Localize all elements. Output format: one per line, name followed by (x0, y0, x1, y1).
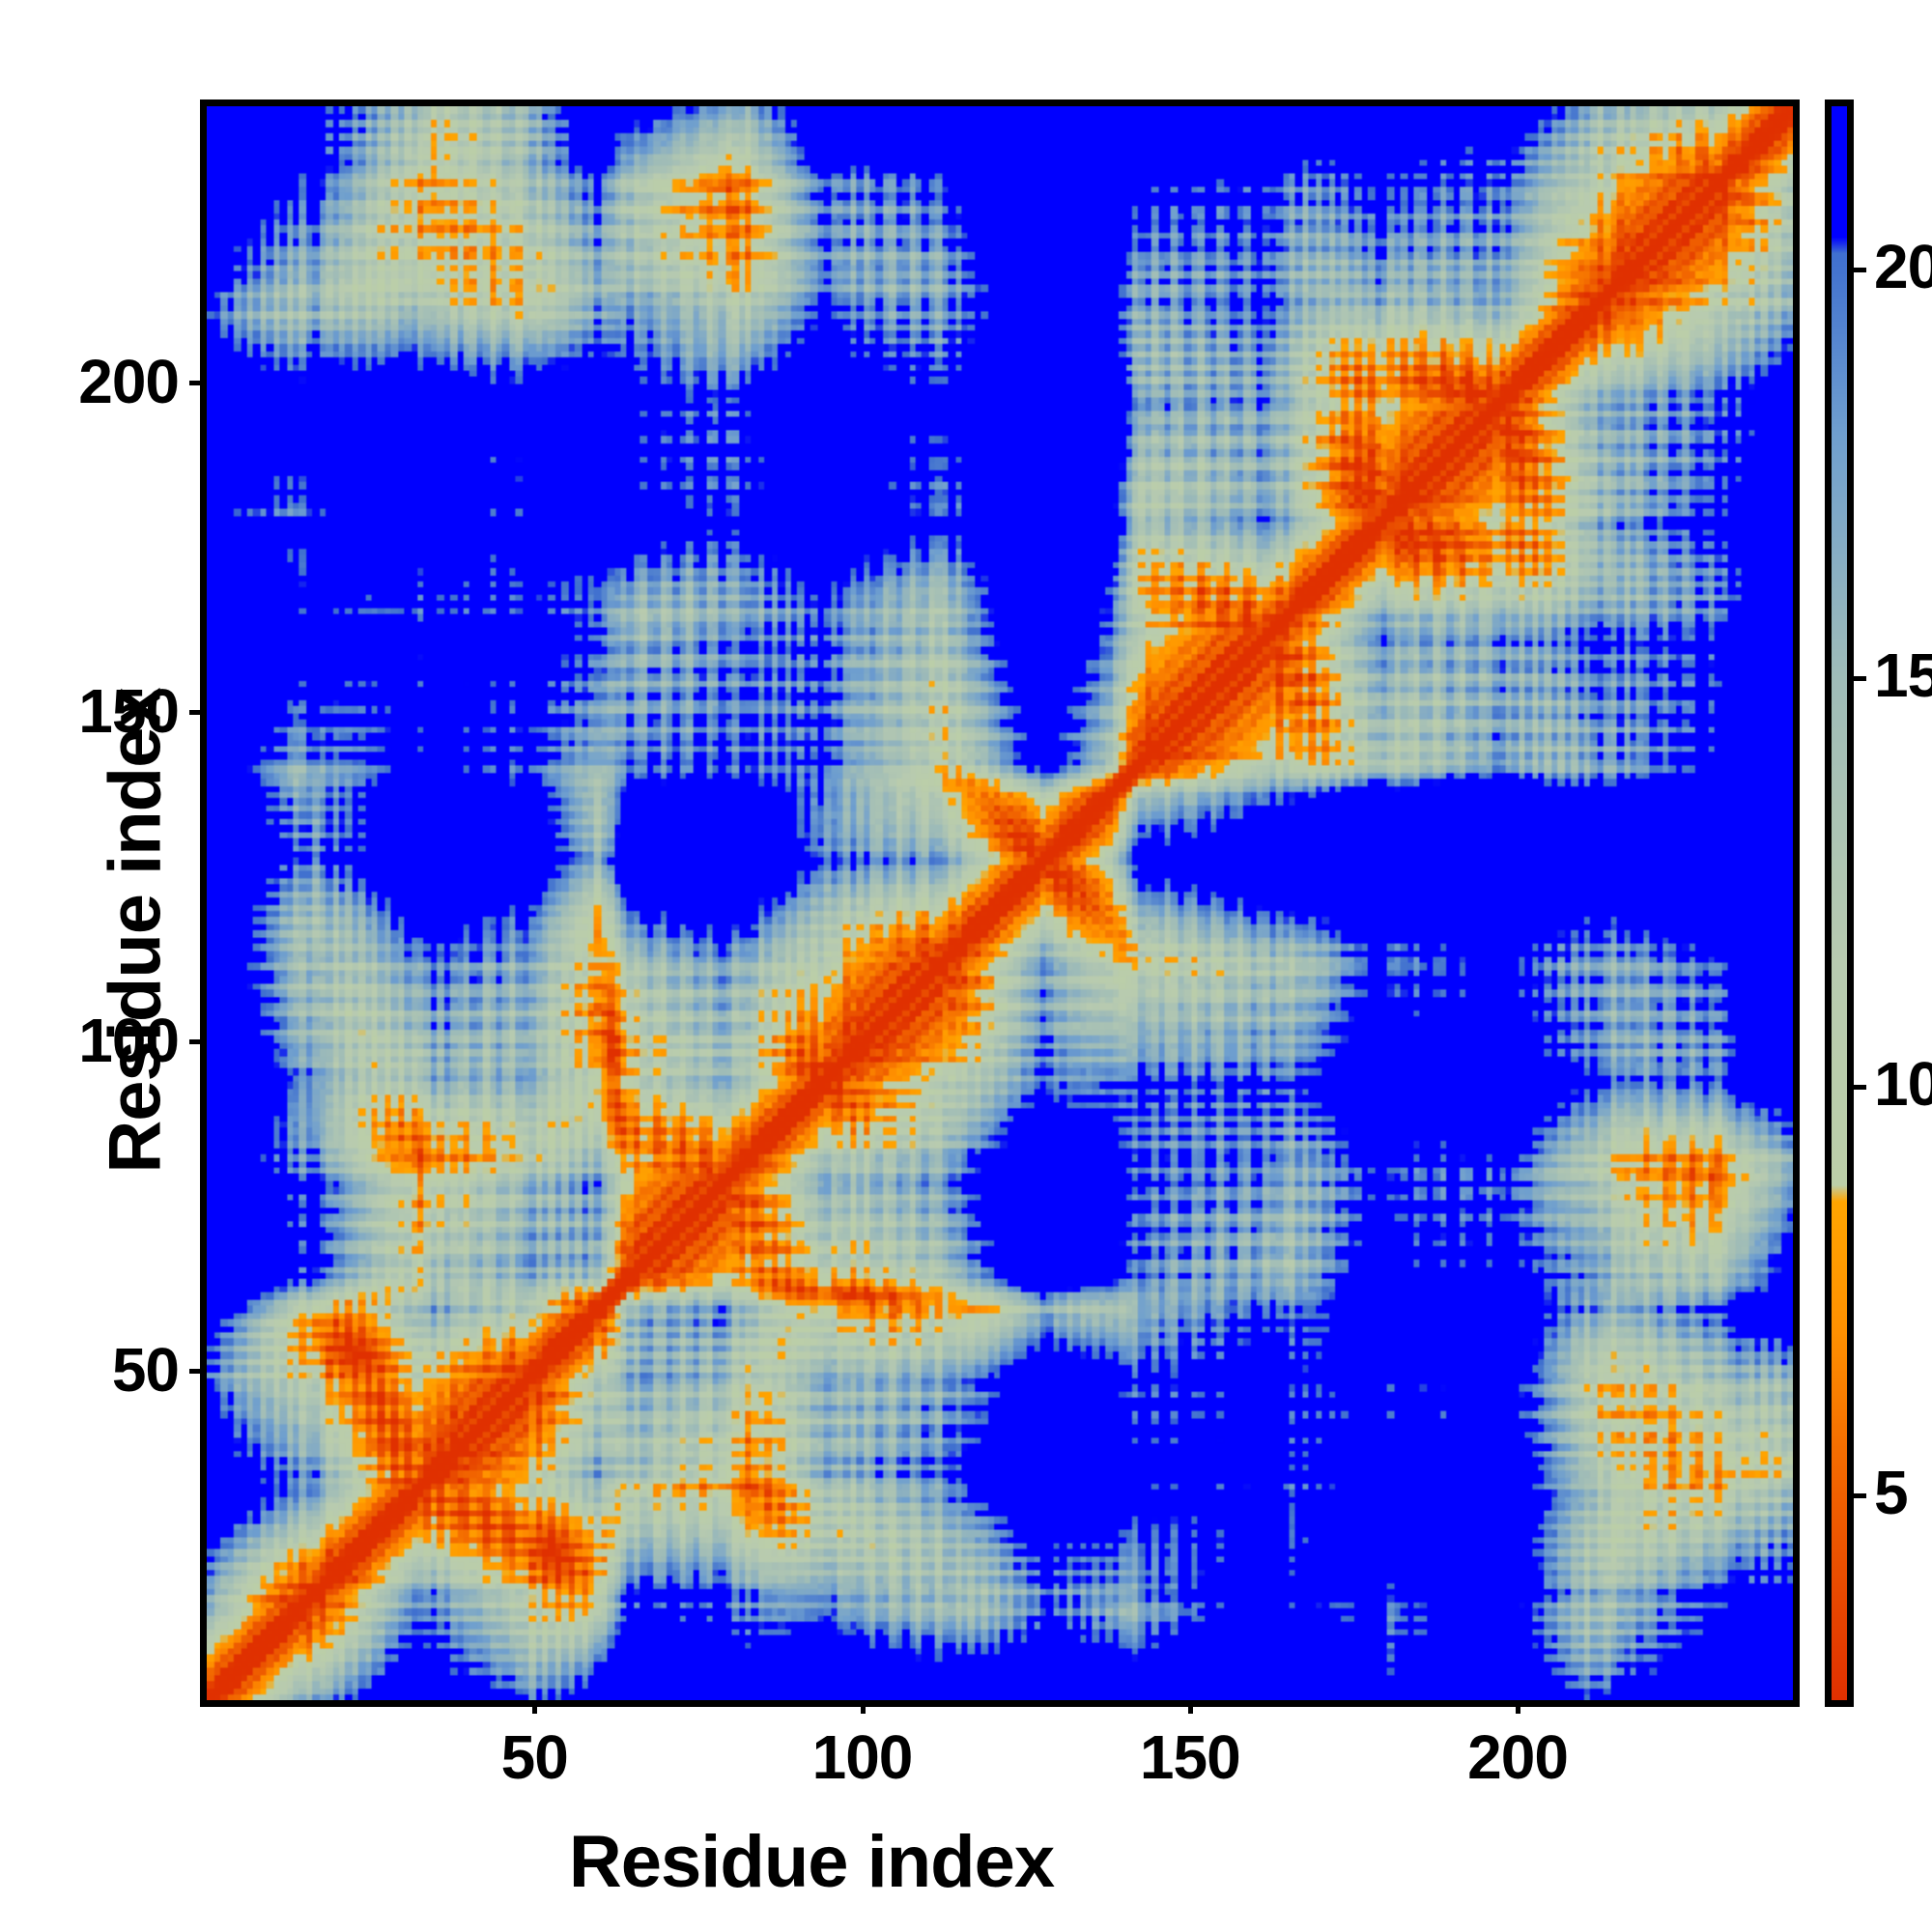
x-axis-tick-50 (532, 1700, 538, 1714)
x-axis-ticklabel-100: 100 (811, 1722, 914, 1792)
x-axis-tick-200 (1516, 1700, 1521, 1714)
y-axis-tick-150 (189, 710, 203, 716)
colorbar-tick-20 (1854, 268, 1866, 273)
x-axis-ticklabel-50: 50 (500, 1722, 569, 1792)
colorbar-tick-15 (1854, 676, 1866, 682)
colorbar-ticklabel-10: 10 (1874, 1049, 1932, 1120)
contact-map-heatmap (207, 106, 1793, 1700)
colorbar-tick-5 (1854, 1493, 1866, 1499)
y-axis-ticklabel-50: 50 (111, 1335, 180, 1406)
colorbar-ticklabel-15: 15 (1874, 640, 1932, 711)
colorbar-gradient (1832, 106, 1847, 1700)
y-axis-tick-50 (189, 1369, 203, 1375)
y-axis-tick-100 (189, 1039, 203, 1045)
x-axis-ticklabel-200: 200 (1467, 1722, 1569, 1792)
x-axis-ticklabel-150: 150 (1139, 1722, 1241, 1792)
y-axis-ticklabel-150: 150 (78, 676, 180, 747)
y-axis-ticklabel-200: 200 (78, 347, 180, 417)
y-axis-tick-200 (189, 381, 203, 386)
y-axis-ticklabel-100: 100 (78, 1006, 180, 1076)
x-axis-tick-150 (1187, 1700, 1193, 1714)
colorbar (1825, 99, 1854, 1707)
colorbar-ticklabel-5: 5 (1874, 1458, 1909, 1528)
x-axis-tick-100 (860, 1700, 866, 1714)
x-axis-label-container: Residue index (0, 1820, 1932, 1904)
colorbar-tick-10 (1854, 1085, 1866, 1091)
heatmap-plot-area (200, 99, 1800, 1707)
x-axis-label: Residue index (568, 1821, 1055, 1903)
colorbar-ticklabel-20: 20 (1874, 232, 1932, 302)
y-axis-label: Residue index (94, 688, 177, 1174)
